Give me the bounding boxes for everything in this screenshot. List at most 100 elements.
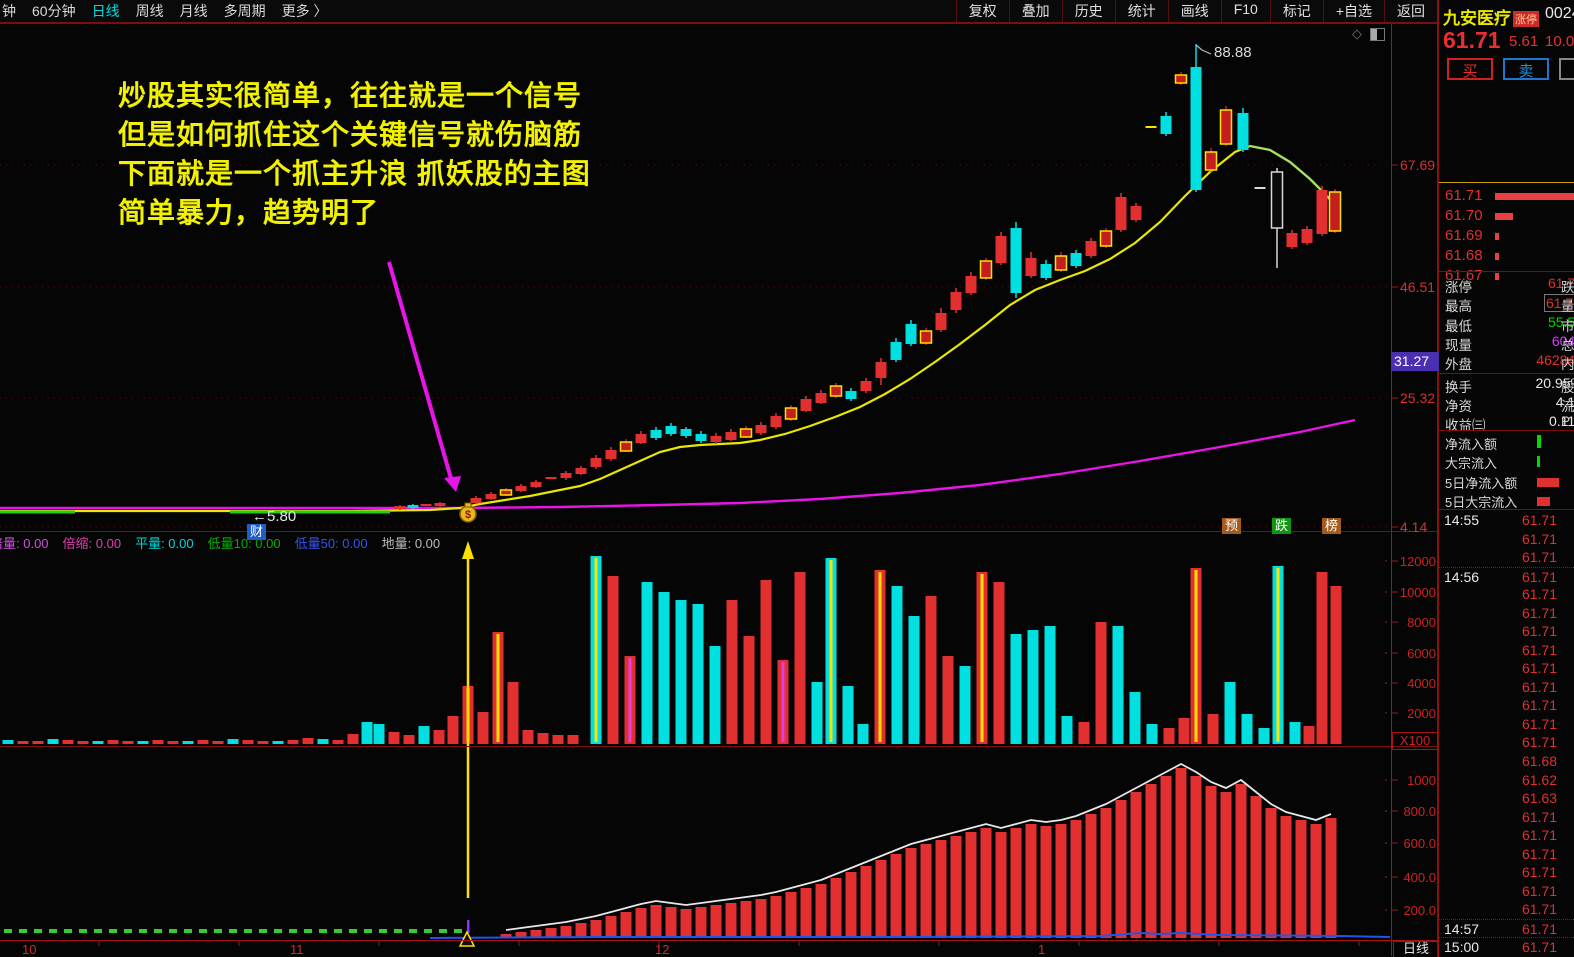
tick-price: 61.71	[1521, 678, 1557, 695]
main-volume-divider	[0, 531, 1437, 532]
tick-row: 14:55 61.71	[1439, 511, 1574, 530]
volume-axis-label: 8000	[1407, 615, 1436, 630]
panel-divider	[1437, 0, 1439, 957]
sub-axis-label: 1000	[1407, 773, 1436, 788]
orderbook-price: 61.69	[1445, 227, 1483, 244]
date-label: 11	[290, 942, 304, 957]
chart-corner-icons: ◇	[1352, 26, 1385, 42]
stat-value: 20.95%	[1535, 374, 1574, 391]
buy-button[interactable]: 买	[1447, 58, 1493, 80]
date-label: 10	[22, 942, 37, 957]
stock-name[interactable]: 九安医疗	[1443, 9, 1511, 28]
flow-row: 大宗流入	[1439, 451, 1574, 471]
tick-price: 61.71	[1521, 939, 1557, 956]
period-tab[interactable]: 多周期	[223, 3, 266, 19]
price-axis-label: 46.51	[1400, 279, 1436, 295]
panel-sep-2	[1439, 373, 1574, 374]
split-window-icon[interactable]	[1370, 27, 1385, 41]
sub-axis-label: 200.0	[1403, 903, 1436, 918]
toolbar-action[interactable]: 复权	[955, 0, 1009, 22]
stat-row: 最低 55.50市	[1439, 314, 1574, 334]
quote-panel: 九安医疗 涨停 002432 61.71 5.61 10.00% 买 卖 61.…	[1439, 0, 1574, 957]
period-tab[interactable]: 钟	[2, 3, 16, 19]
stat-label: 最高	[1445, 299, 1472, 315]
price-axis-label: 25.32	[1400, 390, 1436, 406]
svg-text:$: $	[465, 509, 471, 521]
chart-canvas[interactable]: $	[0, 0, 1437, 957]
flow-label: 5日净流入额	[1445, 475, 1518, 491]
tick-price: 61.71	[1521, 808, 1557, 825]
stat-clipped-label: 市	[1561, 318, 1574, 334]
volume-indicator-label: 倍量: 0.00	[0, 536, 49, 551]
clipped-button[interactable]	[1559, 58, 1574, 80]
orderbook-row: 61.71	[1439, 186, 1574, 206]
flow-bar	[1537, 496, 1550, 506]
stat-label: 净资	[1445, 398, 1472, 414]
tick-row: 61.71	[1439, 882, 1574, 901]
orderbook-price: 61.70	[1445, 207, 1483, 224]
tick-row: 14:56 61.71	[1439, 566, 1574, 587]
top-toolbar: 钟 60分钟 日线 周线 月线 多周期 更多 〉 复权 叠加 历史 统计 画线 F10 标记 +自选 返回	[0, 0, 1437, 22]
tick-row: 61.71	[1439, 845, 1574, 864]
diamond-icon[interactable]: ◇	[1352, 26, 1362, 41]
chart-markers: $	[387, 44, 1212, 947]
sell-button[interactable]: 卖	[1503, 58, 1549, 80]
flow-bar	[1537, 456, 1540, 468]
rank-badge[interactable]: 榜	[1322, 518, 1342, 534]
orderbook-volume-bar	[1495, 193, 1574, 200]
chart-region[interactable]: $ 炒股其实很简单，往往就是一个信号 但是如何抓住这个关键信号就伤脑筋 下面就是…	[0, 0, 1446, 957]
stat-clipped-label: 量	[1561, 299, 1574, 315]
tick-row: 15:00 61.71	[1439, 937, 1574, 957]
annotation-text: 炒股其实很简单，往往就是一个信号 但是如何抓住这个关键信号就伤脑筋 下面就是一个…	[118, 80, 591, 228]
tick-price: 61.71	[1521, 623, 1557, 640]
tick-price: 61.71	[1521, 586, 1557, 603]
period-tab[interactable]: 月线	[179, 3, 208, 19]
tick-price: 61.71	[1521, 901, 1557, 918]
sub-axis-label: 600.0	[1403, 836, 1436, 851]
signal-price-label: ←5.80	[252, 508, 297, 525]
stat-clipped-label: 流	[1561, 398, 1574, 414]
flow-row: 净流入额	[1439, 432, 1574, 452]
period-tab[interactable]: 60分钟	[32, 3, 76, 19]
flow-row: 5日净流入额	[1439, 471, 1574, 491]
tick-row: 61.71	[1439, 622, 1574, 641]
toolbar-action[interactable]: 画线	[1167, 0, 1221, 22]
toolbar-action[interactable]: +自选	[1322, 0, 1384, 22]
sector-badge[interactable]: 财	[247, 524, 267, 540]
price-axis-line	[1391, 24, 1392, 956]
stat-value: 61.71	[1547, 275, 1574, 291]
volume-indicator-label: 地量: 0.00	[381, 536, 441, 551]
tick-row: 61.62	[1439, 771, 1574, 790]
tick-price: 61.71	[1521, 549, 1557, 566]
volume-indicator-label: 低量50: 0.00	[294, 536, 368, 551]
limit-up-badge: 涨停	[1513, 11, 1539, 27]
tick-row: 61.71	[1439, 696, 1574, 715]
tick-price: 61.71	[1521, 715, 1557, 732]
toolbar-action[interactable]: 返回	[1384, 0, 1437, 22]
orderbook-row: 61.69	[1439, 226, 1574, 246]
toolbar-action[interactable]: 统计	[1114, 0, 1168, 22]
tick-price: 61.62	[1521, 771, 1557, 788]
price-axis-label: 4.14	[1400, 519, 1428, 535]
period-tab[interactable]: 日线	[91, 3, 120, 19]
tick-price: 61.71	[1521, 827, 1557, 844]
tick-row: 14:57 61.71	[1439, 918, 1574, 939]
period-tab[interactable]: 周线	[135, 3, 164, 19]
orderbook-row: 61.70	[1439, 206, 1574, 226]
tick-time: 15:00	[1444, 939, 1480, 956]
volume-indicator-labels: 倍量: 0.00 倍缩: 0.00 平量: 0.00 低量10: 0.00 低量50: …	[0, 533, 440, 552]
rank-badge[interactable]: 跌	[1272, 518, 1292, 534]
toolbar-action[interactable]: 历史	[1061, 0, 1115, 22]
tick-price: 61.71	[1521, 530, 1557, 547]
volume-axis-label: 6000	[1407, 646, 1436, 661]
period-tab[interactable]: 更多 〉	[281, 3, 328, 19]
toolbar-action[interactable]: 叠加	[1008, 0, 1062, 22]
axis-ticks	[98, 164, 1398, 946]
sub-white-curve	[505, 762, 1332, 931]
rank-badge[interactable]: 预	[1222, 518, 1242, 534]
volume-sub-divider	[0, 746, 1437, 747]
toolbar-action[interactable]: F10	[1220, 0, 1270, 22]
toolbar-action[interactable]: 标记	[1269, 0, 1323, 22]
stat-value: 6048	[1551, 332, 1574, 349]
volume-axis-label: 2000	[1407, 706, 1436, 721]
